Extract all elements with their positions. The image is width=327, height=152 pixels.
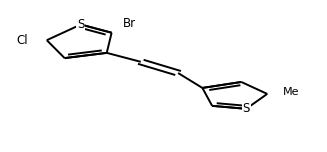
Text: Me: Me: [283, 87, 300, 97]
Text: S: S: [243, 102, 250, 115]
Text: Br: Br: [123, 17, 136, 30]
Text: Cl: Cl: [17, 34, 28, 47]
Text: S: S: [77, 18, 84, 31]
